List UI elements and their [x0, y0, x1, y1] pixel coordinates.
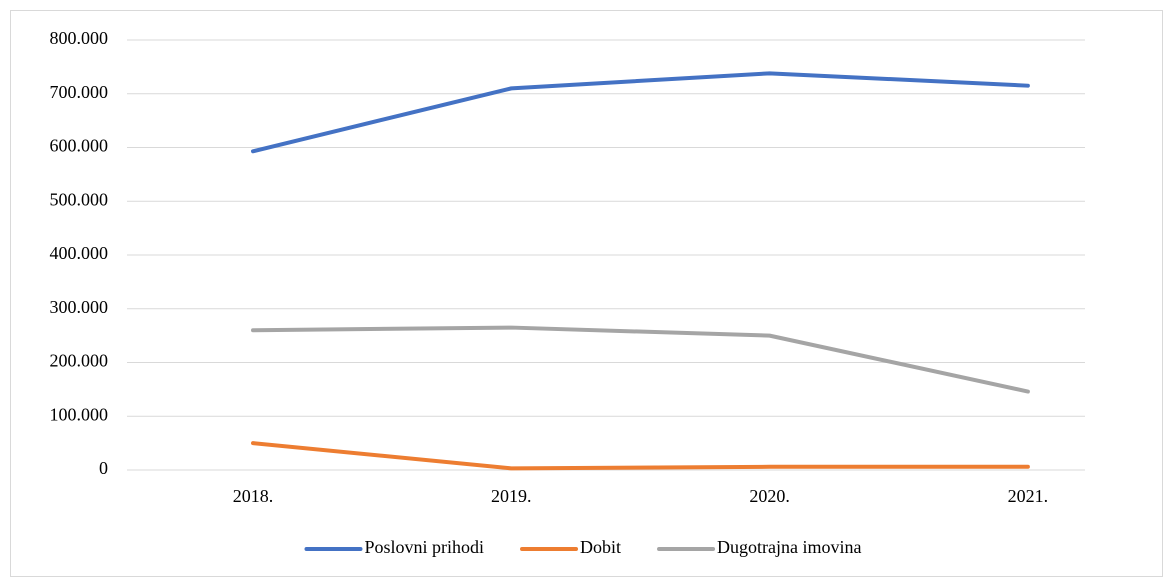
x-tick-label: 2020.: [749, 486, 790, 506]
line-series: [251, 441, 1030, 471]
y-tick-label: 0: [99, 458, 108, 478]
x-tick-label: 2021.: [1008, 486, 1049, 506]
y-tick-label: 700.000: [50, 82, 109, 102]
legend-label: Dugotrajna imovina: [717, 537, 861, 557]
legend-label: Dobit: [580, 537, 621, 557]
legend-label: Poslovni prihodi: [365, 537, 485, 557]
y-tick-label: 400.000: [50, 243, 109, 263]
y-tick-label: 100.000: [50, 404, 109, 424]
y-tick-label: 200.000: [50, 351, 109, 371]
y-tick-label: 800.000: [50, 28, 109, 48]
y-tick-label: 300.000: [50, 297, 109, 317]
line-series: [251, 325, 1030, 394]
y-tick-label: 500.000: [50, 189, 109, 209]
chart-frame: [10, 10, 1163, 577]
y-tick-label: 600.000: [50, 136, 109, 156]
line-series: [251, 71, 1030, 154]
x-tick-label: 2018.: [233, 486, 274, 506]
x-tick-label: 2019.: [491, 486, 532, 506]
